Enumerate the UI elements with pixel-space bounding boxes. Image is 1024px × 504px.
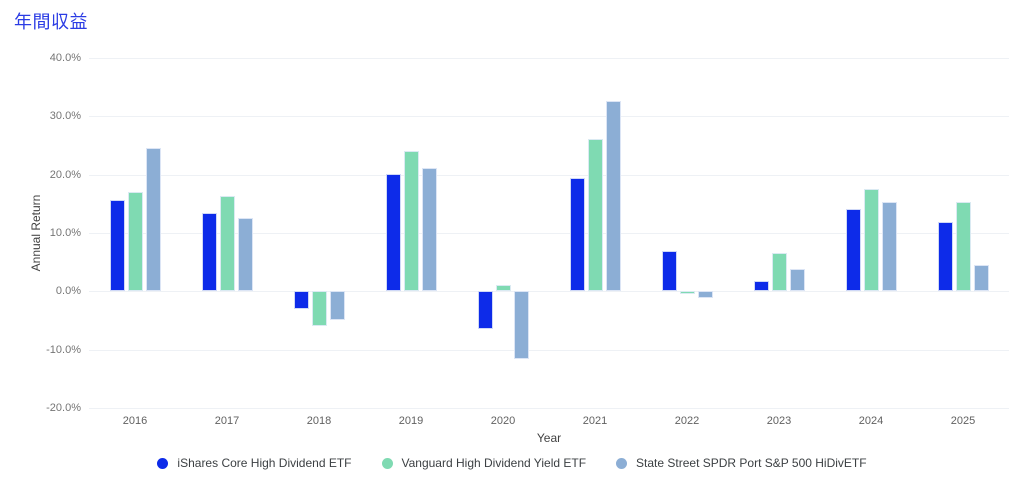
- x-tick-label: 2021: [582, 415, 608, 427]
- bar-2020-1[interactable]: [477, 291, 493, 329]
- x-tick-label: 2020: [490, 415, 516, 427]
- bar-2023-1[interactable]: [753, 280, 769, 292]
- bar-2017-3[interactable]: [237, 217, 253, 292]
- gridline: [89, 291, 1009, 293]
- plot-area: [89, 58, 1009, 409]
- bar-2018-1[interactable]: [293, 291, 309, 309]
- x-tick-label: 2025: [950, 415, 976, 427]
- gridline: [89, 116, 1009, 118]
- y-tick-label: 40.0%: [49, 52, 81, 64]
- bar-2024-3[interactable]: [881, 202, 897, 292]
- bar-2019-1[interactable]: [385, 174, 401, 292]
- bar-2019-3[interactable]: [421, 167, 437, 292]
- x-tick-label: 2022: [674, 415, 700, 427]
- bar-2016-1[interactable]: [109, 199, 125, 292]
- chart-title: 年間収益: [14, 12, 88, 32]
- legend-item-3[interactable]: State Street SPDR Port S&P 500 HiDivETF: [616, 456, 867, 470]
- bar-2021-1[interactable]: [569, 178, 585, 292]
- bar-2024-1[interactable]: [845, 208, 861, 292]
- legend-label: Vanguard High Dividend Yield ETF: [401, 456, 587, 470]
- y-axis-tick-labels: 40.0% 30.0% 20.0% 10.0% 0.0% -10.0% -20.0%: [0, 52, 81, 414]
- bar-2016-2[interactable]: [127, 192, 143, 292]
- bar-2017-2[interactable]: [219, 195, 235, 292]
- y-tick-label: 0.0%: [55, 285, 81, 298]
- x-tick-label: 2023: [766, 415, 792, 427]
- bar-2023-3[interactable]: [789, 268, 805, 292]
- x-tick-label: 2017: [214, 415, 240, 427]
- bar-2016-3[interactable]: [145, 148, 161, 292]
- legend-marker-icon: [616, 457, 628, 469]
- bar-2025-3[interactable]: [973, 264, 989, 292]
- gridline: [89, 349, 1009, 351]
- legend-marker-icon: [157, 457, 169, 469]
- bar-2019-2[interactable]: [403, 151, 419, 292]
- bar-2023-2[interactable]: [771, 253, 787, 292]
- legend-label: State Street SPDR Port S&P 500 HiDivETF: [636, 456, 867, 470]
- legend-item-2[interactable]: Vanguard High Dividend Yield ETF: [381, 456, 587, 470]
- bar-2022-2[interactable]: [679, 291, 695, 295]
- bar-2018-3[interactable]: [329, 291, 345, 321]
- gridline: [89, 58, 1009, 59]
- x-tick-label: 2024: [858, 415, 884, 427]
- legend-label: iShares Core High Dividend ETF: [177, 456, 352, 470]
- gridline: [89, 408, 1009, 409]
- x-tick-label: 2016: [122, 415, 148, 427]
- bar-2025-1[interactable]: [937, 221, 953, 292]
- bar-2021-2[interactable]: [587, 139, 603, 292]
- bar-2024-2[interactable]: [863, 188, 879, 292]
- y-tick-label: 30.0%: [49, 110, 81, 123]
- bar-2020-2[interactable]: [495, 284, 511, 292]
- bar-2022-3[interactable]: [697, 291, 713, 299]
- x-tick-label: 2019: [398, 415, 424, 427]
- gridline: [89, 233, 1009, 234]
- x-tick-label: 2018: [306, 415, 332, 427]
- y-tick-label: -20.0%: [46, 402, 81, 414]
- bar-2022-1[interactable]: [661, 250, 677, 292]
- bar-2020-3[interactable]: [513, 291, 529, 360]
- legend: iShares Core High Dividend ETF Vanguard H…: [0, 456, 1024, 470]
- x-axis-title: Year: [536, 431, 562, 445]
- x-axis-tick-labels: 2016 2017 2018 2019 2020 2021 2022 2023 2024 2025: [0, 415, 1024, 431]
- bar-2025-2[interactable]: [955, 202, 971, 292]
- bar-2018-2[interactable]: [311, 291, 327, 327]
- bar-2021-3[interactable]: [605, 101, 621, 292]
- legend-item-1[interactable]: iShares Core High Dividend ETF: [157, 456, 352, 470]
- bar-2017-1[interactable]: [201, 213, 217, 292]
- gridline: [89, 174, 1009, 176]
- y-tick-label: -10.0%: [46, 343, 81, 356]
- y-tick-label: 20.0%: [49, 168, 81, 181]
- y-tick-label: 10.0%: [49, 227, 81, 239]
- legend-marker-icon: [381, 457, 393, 469]
